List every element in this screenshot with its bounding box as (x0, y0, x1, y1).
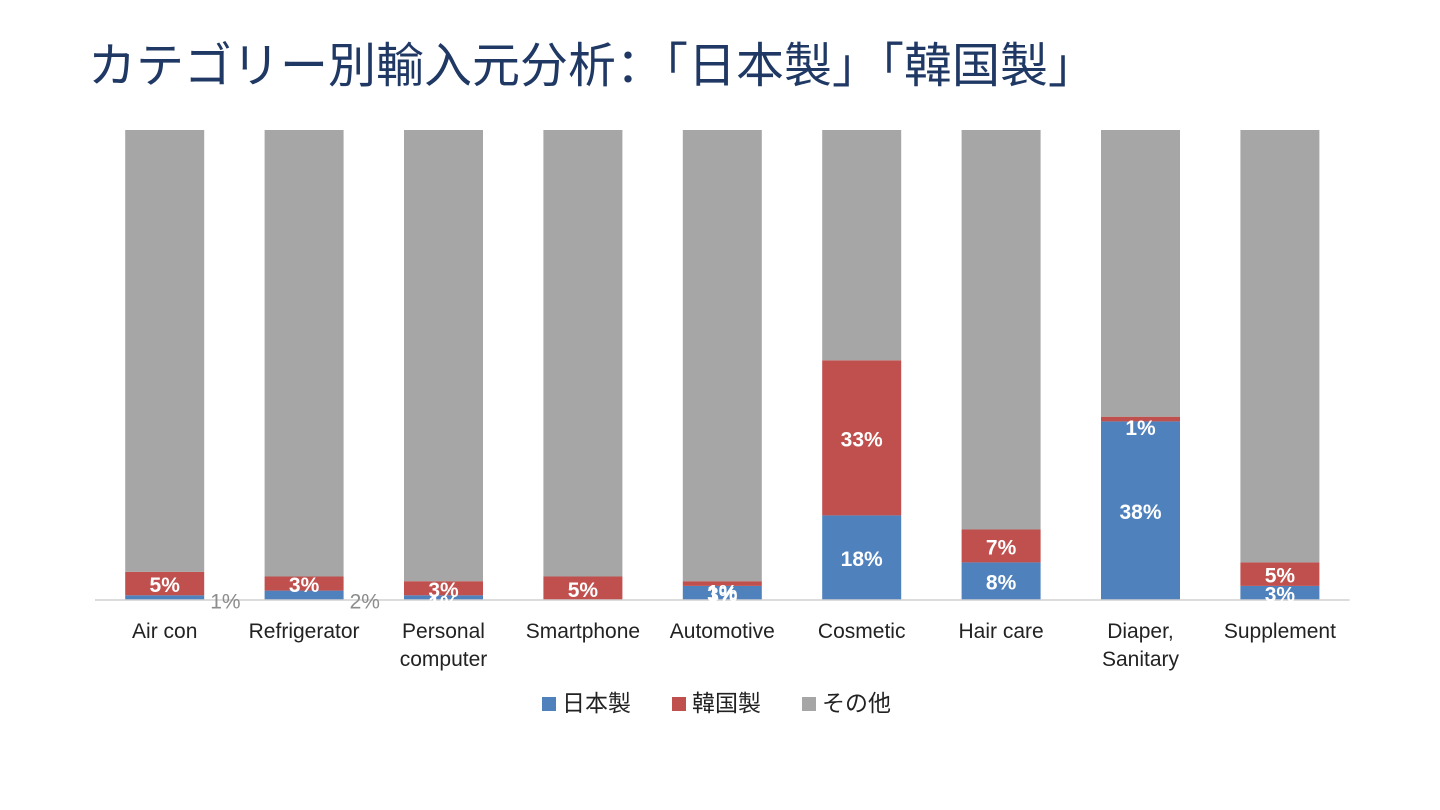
data-label-1-cat-7: 8% (986, 572, 1017, 595)
category-label-3-line-2: computer (400, 648, 488, 671)
data-label-2-cat-8: 1% (1125, 417, 1156, 440)
legend-label-2: 韓国製 (692, 691, 761, 717)
bars-layer (125, 130, 1320, 600)
bar-segment-2-cat-4 (543, 576, 623, 600)
category-label-4: Smartphone (526, 620, 640, 643)
bar-segment-3-cat-8 (1101, 130, 1180, 417)
category-label-3-line-1: Personal (402, 620, 485, 643)
bar-segment-2-cat-8 (1101, 416, 1180, 422)
legend: 日本製 韓国製 その他 (542, 691, 891, 717)
bar-segment-1-cat-5 (682, 585, 762, 600)
legend-label-3: その他 (822, 691, 891, 717)
data-label-2-cat-5: 1% (707, 582, 738, 605)
legend-swatch-2 (672, 697, 686, 711)
category-label-5: Automotive (670, 620, 775, 643)
data-labels-layer: 1%5%2%3%1%3% 5% 3%1%18%33%8%7%38%1%3%5% (150, 417, 1296, 615)
data-label-2-cat-1: 5% (150, 574, 181, 597)
data-label-1-cat-1: 1% (210, 591, 240, 614)
data-label-1-cat-6: 18% (841, 548, 883, 571)
bar-segment-3-cat-5 (682, 130, 762, 582)
category-label-1: Air con (132, 620, 197, 643)
category-label-6: Cosmetic (818, 620, 906, 643)
data-label-1-cat-3: 1% (428, 593, 459, 616)
bar-segment-2-cat-6 (822, 360, 902, 516)
page-title: カテゴリー別輸入元分析：「日本製」「韓国製」 (88, 38, 1097, 94)
bar-segment-2-cat-3 (404, 581, 483, 596)
bar-segment-1-cat-6 (822, 515, 902, 600)
bar-segment-3-cat-7 (961, 130, 1041, 530)
bar-segment-3-cat-9 (1240, 130, 1320, 563)
bar-segment-3-cat-1 (125, 130, 205, 572)
bar-segment-2-cat-9 (1240, 562, 1320, 586)
bar-segment-1-cat-1 (125, 595, 205, 600)
category-label-9: Supplement (1224, 620, 1336, 643)
category-label-2: Refrigerator (249, 620, 360, 643)
legend-swatch-3 (802, 697, 816, 711)
bar-segment-1-cat-8 (1101, 421, 1180, 600)
category-labels-layer: Air con Refrigerator Personal computer Smart… (132, 620, 1336, 671)
bar-segment-1-cat-7 (961, 562, 1041, 600)
category-label-7: Hair care (958, 620, 1043, 643)
data-label-2-cat-3: 3% (428, 579, 459, 602)
category-label-8-line-1: Diaper, (1107, 620, 1174, 643)
data-label-1-cat-2: 2% (350, 591, 380, 614)
legend-label-1: 日本製 (562, 691, 631, 717)
bar-segment-3-cat-3 (404, 130, 483, 582)
bar-segment-2-cat-2 (264, 576, 344, 591)
bar-segment-1-cat-3 (404, 595, 483, 600)
bar-segment-1-cat-9 (1240, 585, 1320, 600)
bar-segment-3-cat-6 (822, 130, 902, 361)
data-label-2-cat-6: 33% (841, 428, 883, 451)
data-label-1-cat-5: 3% (707, 583, 738, 606)
data-label-2-cat-7: 7% (986, 536, 1017, 559)
data-label-2-cat-4: 5% (568, 579, 599, 602)
bar-segment-1-cat-2 (264, 590, 344, 600)
data-label-1-cat-8: 38% (1119, 501, 1161, 524)
bar-segment-2-cat-7 (961, 529, 1041, 563)
data-label-2-cat-2: 3% (289, 574, 320, 597)
bar-segment-3-cat-2 (264, 130, 344, 577)
data-label-2-cat-9: 5% (1265, 565, 1296, 588)
legend-swatch-1 (542, 697, 556, 711)
bar-segment-2-cat-1 (125, 571, 205, 596)
bar-segment-2-cat-5 (682, 581, 762, 586)
category-label-8-line-2: Sanitary (1102, 648, 1180, 671)
bar-segment-3-cat-4 (543, 130, 623, 577)
data-label-1-cat-9: 3% (1265, 583, 1296, 606)
